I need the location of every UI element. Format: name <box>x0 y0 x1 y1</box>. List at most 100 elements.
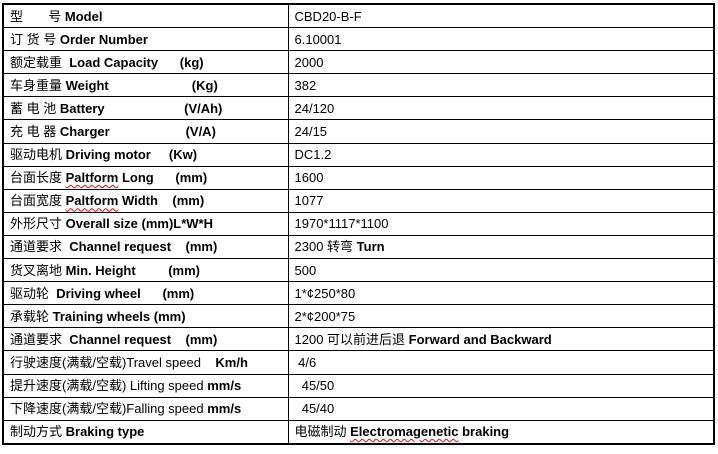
spec-label-cell[interactable]: 台面宽度 Paltform Width (mm) <box>2 188 289 213</box>
table-row: 车身重量 Weight (Kg) 382 <box>2 73 715 98</box>
text: 2300 转弯 <box>294 239 357 255</box>
spec-value-cell[interactable]: DC1.2 <box>287 142 715 167</box>
bold-text: Overall size (mm)L*W*H <box>65 216 213 232</box>
text: 驱动轮 <box>10 285 57 301</box>
bold-text: (Kg) <box>191 77 218 93</box>
spec-value-cell[interactable]: 1077 <box>287 188 715 213</box>
spec-value-cell[interactable]: 45/50 <box>287 373 715 398</box>
spec-value-cell[interactable]: 2*¢200*75 <box>287 304 715 329</box>
spec-label-cell[interactable]: 额定载重 Load Capacity (kg) <box>2 50 289 75</box>
spec-label-cell[interactable]: 通道要求 Channel request (mm) <box>2 327 289 352</box>
text: 2*¢200*75 <box>294 308 356 324</box>
spec-value-cell[interactable]: 6.10001 <box>287 27 715 52</box>
bold-text: Forward and Backward <box>408 331 552 347</box>
spec-label-cell[interactable]: 充 电 器 Charger (V/A) <box>2 119 289 144</box>
spec-label-cell[interactable]: 货叉离地 Min. Height (mm) <box>2 258 289 283</box>
text: 承载轮 <box>10 308 53 324</box>
text: 电磁制动 <box>294 424 351 440</box>
text: 型 号 <box>10 8 65 24</box>
specification-table: 型 号 Model CBD20-B-F 订 货 号 Order Number 6.10… <box>2 3 715 445</box>
table-row: 下降速度(满载/空载)Falling speed mm/s 45/40 <box>2 396 715 421</box>
spec-value-cell[interactable]: 24/15 <box>287 119 715 144</box>
spec-value-cell[interactable]: 2000 <box>287 50 715 75</box>
table-row: 订 货 号 Order Number 6.10001 <box>2 27 715 52</box>
misspelled-text: Paltform <box>65 170 119 186</box>
spec-label-cell[interactable]: 台面长度 Paltform Long (mm) <box>2 165 289 190</box>
spec-value-cell[interactable]: 1*¢250*80 <box>287 281 715 306</box>
spec-value-cell[interactable]: CBD20-B-F <box>287 3 715 29</box>
bold-text: Driving motor <box>65 147 151 163</box>
table-row: 制动方式 Braking type 电磁制动 Electromagenetic b… <box>2 419 715 445</box>
text <box>171 239 185 254</box>
text: 制动方式 <box>10 424 66 440</box>
table-row: 行驶速度(满载/空载)Travel speed Km/h 4/6 <box>2 350 715 375</box>
spec-value-cell[interactable]: 45/40 <box>287 396 715 421</box>
text <box>110 124 186 139</box>
text: 提升速度(满载/空载) Lifting speed <box>10 378 208 394</box>
spec-label-cell[interactable]: 外形尺寸 Overall size (mm)L*W*H <box>2 211 289 236</box>
spec-value-cell[interactable]: 2300 转弯 Turn <box>287 234 715 260</box>
bold-text: braking <box>458 424 510 440</box>
text: 1*¢250*80 <box>294 285 356 301</box>
text: 额定载重 <box>10 54 70 70</box>
spec-label-cell[interactable]: 制动方式 Braking type <box>2 419 289 445</box>
bold-text: Km/h <box>215 354 248 370</box>
text: 蓄 电 池 <box>10 100 60 116</box>
text: 订 货 号 <box>10 31 60 47</box>
bold-text: (mm) <box>185 331 218 347</box>
text: 驱动电机 <box>10 147 66 163</box>
bold-text: (Kw) <box>168 147 198 163</box>
text <box>158 193 172 208</box>
text: 382 <box>294 77 317 93</box>
spec-value-cell[interactable]: 24/120 <box>287 96 715 121</box>
spec-value-cell[interactable]: 1970*1117*1100 <box>287 211 715 236</box>
table-row: 外形尺寸 Overall size (mm)L*W*H 1970*1117*110… <box>2 211 715 236</box>
spec-value-cell[interactable]: 382 <box>287 73 715 98</box>
text: 行驶速度(满载/空载)Travel speed <box>10 354 201 370</box>
bold-text: (mm) <box>162 285 195 301</box>
text: 24/15 <box>294 124 328 140</box>
spec-label-cell[interactable]: 承载轮 Training wheels (mm) <box>2 304 289 329</box>
table-row: 货叉离地 Min. Height (mm) 500 <box>2 258 715 283</box>
spec-label-cell[interactable]: 驱动轮 Driving wheel (mm) <box>2 281 289 306</box>
spec-label-cell[interactable]: 行驶速度(满载/空载)Travel speed Km/h <box>2 350 289 375</box>
text <box>109 78 192 93</box>
spec-label-cell[interactable]: 型 号 Model <box>2 3 289 29</box>
bold-text: Order Number <box>59 31 148 47</box>
bold-text: (mm) <box>168 262 200 278</box>
spec-label-cell[interactable]: 订 货 号 Order Number <box>2 27 289 52</box>
text: 外形尺寸 <box>10 216 66 232</box>
bold-text: mm/s <box>207 378 242 394</box>
spec-label-cell[interactable]: 提升速度(满载/空载) Lifting speed mm/s <box>2 373 289 398</box>
table-row: 通道要求 Channel request (mm) 2300 转弯 Turn <box>2 234 715 260</box>
bold-text: Braking type <box>65 424 145 440</box>
misspelled-text: Electromagenetic <box>350 424 459 440</box>
spec-value-cell[interactable]: 4/6 <box>287 350 715 375</box>
table-row: 蓄 电 池 Battery (V/Ah) 24/120 <box>2 96 715 121</box>
text: 下降速度(满载/空载)Falling speed <box>10 401 208 417</box>
text: 1200 可以前进后退 <box>294 331 409 347</box>
bold-text: (V/A) <box>185 124 216 140</box>
table-row: 提升速度(满载/空载) Lifting speed mm/s 45/50 <box>2 373 715 398</box>
bold-text: Load Capacity <box>69 54 159 70</box>
table-row: 额定载重 Load Capacity (kg) 2000 <box>2 50 715 75</box>
spec-label-cell[interactable]: 蓄 电 池 Battery (V/Ah) <box>2 96 289 121</box>
spec-value-cell[interactable]: 500 <box>287 258 715 283</box>
spec-label-cell[interactable]: 驱动电机 Driving motor (Kw) <box>2 142 289 167</box>
spec-value-cell[interactable]: 1600 <box>287 165 715 190</box>
spec-label-cell[interactable]: 车身重量 Weight (Kg) <box>2 73 289 98</box>
bold-text: (kg) <box>179 54 204 70</box>
spec-label-cell[interactable]: 下降速度(满载/空载)Falling speed mm/s <box>2 396 289 421</box>
text <box>154 170 176 185</box>
bold-text: (mm) <box>185 239 218 255</box>
spec-value-cell[interactable]: 1200 可以前进后退 Forward and Backward <box>287 327 715 352</box>
text <box>141 286 163 301</box>
text: 45/40 <box>294 401 335 417</box>
text: 1077 <box>294 193 324 209</box>
spec-table-body: 型 号 Model CBD20-B-F 订 货 号 Order Number 6.10… <box>2 3 715 445</box>
spec-value-cell[interactable]: 电磁制动 Electromagenetic braking <box>287 419 715 445</box>
spec-label-cell[interactable]: 通道要求 Channel request (mm) <box>2 234 289 260</box>
table-row: 台面宽度 Paltform Width (mm) 1077 <box>2 188 715 213</box>
bold-text: (mm) <box>175 170 208 186</box>
